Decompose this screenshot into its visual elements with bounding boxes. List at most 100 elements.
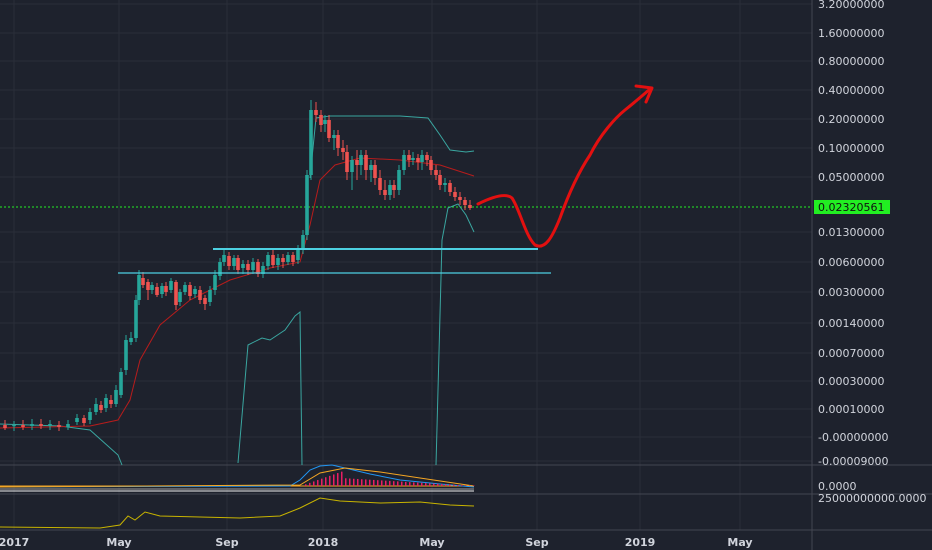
candle-body xyxy=(271,255,275,265)
candle xyxy=(193,286,197,298)
candle xyxy=(129,332,133,345)
candle xyxy=(82,415,86,426)
macd-hist-bar xyxy=(349,478,351,486)
macd-hist-bar xyxy=(437,483,439,486)
time-axis[interactable]: 2017 May Sep 2018 May Sep 2019 May xyxy=(0,536,753,549)
candle-body xyxy=(12,425,16,427)
candle xyxy=(434,165,438,180)
candle xyxy=(323,115,327,132)
projection-arrow xyxy=(476,84,654,248)
candle-body xyxy=(232,258,236,266)
macd-hist-bar xyxy=(381,480,383,486)
macd-hist-bar xyxy=(457,484,459,486)
candle-body xyxy=(463,200,467,205)
macd-hist-bar xyxy=(333,474,335,486)
candle xyxy=(458,192,462,205)
candle xyxy=(150,282,154,294)
candle-body xyxy=(251,262,255,270)
candle xyxy=(369,160,373,182)
candle xyxy=(114,385,118,407)
candle-body xyxy=(336,135,340,148)
candle xyxy=(397,165,401,195)
candle-body xyxy=(296,248,300,260)
candle xyxy=(99,401,103,413)
lower-band xyxy=(0,423,123,466)
candle xyxy=(160,283,164,298)
macd-hist-bar xyxy=(369,479,371,486)
macd-hist-bar xyxy=(341,471,343,486)
macd-hist-bar xyxy=(461,485,463,486)
candle xyxy=(407,150,411,167)
candle xyxy=(443,178,447,192)
candle-body xyxy=(429,160,433,170)
candle xyxy=(155,283,159,297)
candle-body xyxy=(241,264,245,268)
candle-body xyxy=(198,290,202,300)
candle-body xyxy=(169,281,173,290)
y-tick-label: 0.00030000 xyxy=(818,375,884,388)
x-tick-label: 2017 xyxy=(0,536,29,549)
candle-body xyxy=(416,158,420,162)
macd-hist-bar xyxy=(361,479,363,486)
macd-line xyxy=(0,464,475,488)
candle xyxy=(198,286,202,304)
last-price-badge: 0.02320561 xyxy=(814,200,890,214)
candle xyxy=(164,282,168,296)
candle-body xyxy=(183,285,187,292)
candle-body xyxy=(227,256,231,266)
candle-body xyxy=(291,255,295,262)
candle-body xyxy=(109,400,113,404)
candle-body xyxy=(425,155,429,160)
volume-tick-label: 25000000000.0000 xyxy=(818,492,926,505)
projection-path xyxy=(476,87,652,248)
candle-body xyxy=(266,255,270,266)
candle xyxy=(425,152,429,166)
candle xyxy=(438,170,442,190)
candle-body xyxy=(141,278,145,285)
candle xyxy=(314,102,318,122)
candle xyxy=(141,272,145,288)
candle xyxy=(378,170,382,195)
y-tick-label: 0.00010000 xyxy=(818,403,884,416)
candle-body xyxy=(104,398,108,408)
candle-body xyxy=(124,340,128,370)
y-tick-label: 0.80000000 xyxy=(818,55,884,68)
macd-hist-bar xyxy=(445,484,447,486)
price-axis[interactable]: 3.20000000 1.60000000 0.80000000 0.40000000… xyxy=(814,0,926,505)
lower-band xyxy=(237,310,303,466)
candle-body xyxy=(383,190,387,195)
y-tick-label: -0.00000000 xyxy=(818,431,888,444)
moving-average xyxy=(0,157,475,429)
candle xyxy=(183,282,187,295)
macd-hist-bar xyxy=(397,481,399,486)
candle xyxy=(48,420,52,430)
last-price-badge-bg xyxy=(814,200,890,214)
y-tick-label: 0.00070000 xyxy=(818,347,884,360)
candle xyxy=(448,180,452,196)
candle-body xyxy=(39,424,43,426)
macd-hist-bar xyxy=(433,483,435,486)
candle-body xyxy=(88,412,92,420)
macd-hist-bar xyxy=(325,477,327,486)
candle-body xyxy=(57,425,61,427)
macd-hist-bar xyxy=(389,480,391,486)
candle xyxy=(327,115,331,142)
candle xyxy=(251,258,255,274)
candle-body xyxy=(350,160,354,172)
candle-body xyxy=(174,282,178,305)
candle xyxy=(286,252,290,265)
candle xyxy=(94,398,98,415)
candle xyxy=(66,420,70,430)
macd-tick-label: 0.0000 xyxy=(818,480,857,493)
candle-body xyxy=(319,115,323,125)
candle-body xyxy=(397,170,401,190)
candle-body xyxy=(155,287,159,295)
candle-body xyxy=(402,155,406,170)
candle xyxy=(39,419,43,429)
macd-signal xyxy=(0,467,475,488)
candle xyxy=(402,150,406,175)
candle xyxy=(57,421,61,431)
candle xyxy=(420,150,424,170)
candle xyxy=(309,100,313,180)
